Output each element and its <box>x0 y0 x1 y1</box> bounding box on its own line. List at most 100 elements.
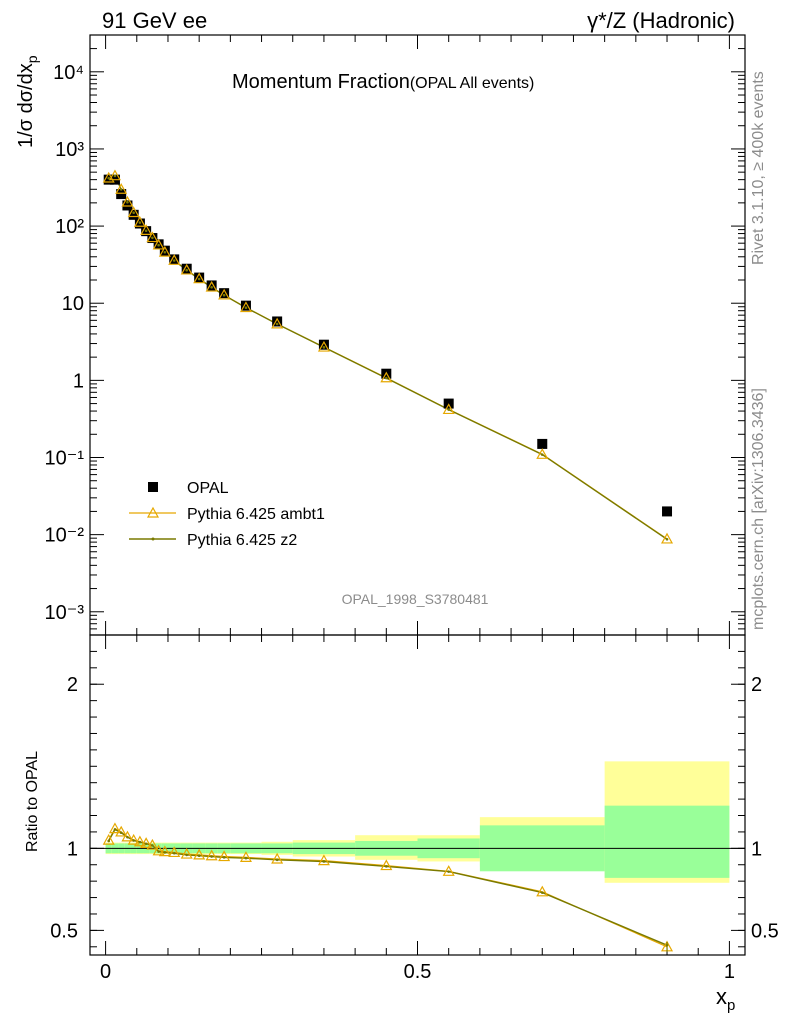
ratio-z2-point <box>119 831 123 835</box>
ambt1-point <box>193 272 206 284</box>
ambt1-point <box>108 169 121 181</box>
ratio-z2-point <box>275 858 279 862</box>
legend-z2-marker <box>151 537 155 541</box>
ratio-ambt1-point <box>127 833 140 845</box>
z2-point <box>447 408 450 411</box>
z2-point <box>132 211 135 215</box>
y-tick-label: 10² <box>55 216 84 238</box>
ambt1-point <box>239 301 252 313</box>
ambt1-point <box>133 216 146 227</box>
ambt1-point <box>218 288 231 300</box>
y-tick-label: 10³ <box>55 139 84 161</box>
title-text: Momentum Fraction <box>232 71 410 93</box>
legend: OPAL Pythia 6.425 ambt1 Pythia 6.425 z2 <box>129 480 325 549</box>
ratio-ambt1-point <box>271 852 284 864</box>
legend-ambt1-marker <box>146 506 160 518</box>
ratio-ambt1-point <box>218 850 231 862</box>
z2-point <box>107 176 111 180</box>
ratio-ambt1-point <box>168 846 181 858</box>
ambt1-point <box>661 532 674 544</box>
ambt1-point <box>146 231 159 243</box>
legend-entry: Pythia 6.425 z2 <box>187 532 297 549</box>
z2-point <box>157 243 160 247</box>
z2-point <box>126 200 129 204</box>
z2-point <box>185 268 188 272</box>
y-tick-label: 10⁻¹ <box>45 448 85 470</box>
ratio-z2-point <box>138 840 142 844</box>
ratio-z2-point <box>113 828 117 831</box>
ambt1-point <box>127 206 140 218</box>
mcplots-label: mcplots.cern.ch [arXiv:1306.3436] <box>750 388 767 630</box>
opal-point <box>537 438 548 449</box>
ratio-z2-point <box>163 851 167 854</box>
ambt1-point <box>180 263 193 275</box>
ratio-ambt1-point <box>115 825 128 837</box>
ratio-z2-point <box>244 856 248 860</box>
ratio-z2-point <box>385 865 388 868</box>
ratio-plot-panel: Ratio to OPAL xp 0.5 0.5 1 1 2 2 0 0.5 1 <box>24 634 779 1014</box>
ratio-ambt1-point <box>380 859 393 871</box>
opal-point <box>318 339 329 350</box>
ratio-z2-point <box>151 844 154 847</box>
ratio-z2-point <box>132 839 135 842</box>
y-axis-label-main: 1/σ dσ/dx <box>15 63 37 148</box>
opal-point <box>116 189 127 200</box>
uncertainty-band-inner <box>604 805 730 878</box>
title-suffix: (OPAL All events) <box>410 75 535 92</box>
ratio-ambt1-point <box>442 865 455 876</box>
ratio-ambt1-point <box>239 851 252 862</box>
ratio-axis-label: Ratio to OPAL <box>24 751 41 852</box>
z2-point <box>151 236 154 240</box>
ratio-y-tick-label: 2 <box>67 674 78 696</box>
x-axis-label-sub: p <box>727 997 735 1014</box>
z2-point <box>385 376 388 380</box>
opal-point <box>206 280 217 291</box>
x-axis-label-main: x <box>716 984 727 1009</box>
ambt1-point <box>152 238 165 250</box>
ambt1-point <box>380 371 393 383</box>
ratio-z2-point <box>210 855 213 858</box>
ratio-z2-point <box>185 853 188 857</box>
ratio-z2-point <box>107 839 111 843</box>
ratio-z2-point <box>447 870 450 873</box>
y-tick-label: 10⁻³ <box>45 602 85 624</box>
opal-point <box>194 272 205 283</box>
opal-point <box>128 209 139 220</box>
z2-point <box>163 250 167 254</box>
legend-entry: Pythia 6.425 ambt1 <box>187 506 325 523</box>
ambt1-point <box>158 245 171 257</box>
ratio-ambt1-point <box>205 849 218 861</box>
z2-point <box>222 293 226 297</box>
ambt1-point <box>115 183 128 194</box>
opal-point <box>181 263 192 274</box>
ratio-z2-point <box>157 850 160 853</box>
opal-point <box>159 245 170 256</box>
ratio-z2-point <box>222 856 226 859</box>
ratio-z2-point <box>126 835 129 839</box>
opal-point <box>272 316 283 327</box>
y-axis-label: 1/σ dσ/dxp <box>15 55 40 148</box>
x-tick-label: 0.5 <box>404 961 432 983</box>
ratio-y-tick-label: 1 <box>67 838 78 860</box>
analysis-tag: OPAL_1998_S3780481 <box>342 591 489 607</box>
ratio-ambt1-point <box>193 848 206 860</box>
opal-point <box>219 288 230 299</box>
ambt1-point <box>317 340 330 352</box>
ratio-ambt1-point <box>146 838 159 850</box>
header-right: γ*/Z (Hadronic) <box>587 8 735 33</box>
x-axis-label: xp <box>716 984 735 1014</box>
ratio-y-tick-label-right: 1 <box>751 838 762 860</box>
ambt1-point <box>121 195 134 207</box>
x-tick-label: 1 <box>724 961 735 983</box>
ratio-ambt1-point <box>108 822 121 834</box>
y-tick-label: 10 <box>62 293 84 315</box>
y-tick-label: 1 <box>73 370 84 392</box>
ratio-ambt1-point <box>102 833 115 845</box>
ratio-z2-line <box>108 828 668 946</box>
ratio-ambt1-point <box>121 830 134 842</box>
ratio-ambt1-point <box>133 835 146 847</box>
ratio-z2-point <box>172 851 176 855</box>
ratio-ambt1-point <box>317 854 330 866</box>
ambt1-point <box>205 280 218 292</box>
